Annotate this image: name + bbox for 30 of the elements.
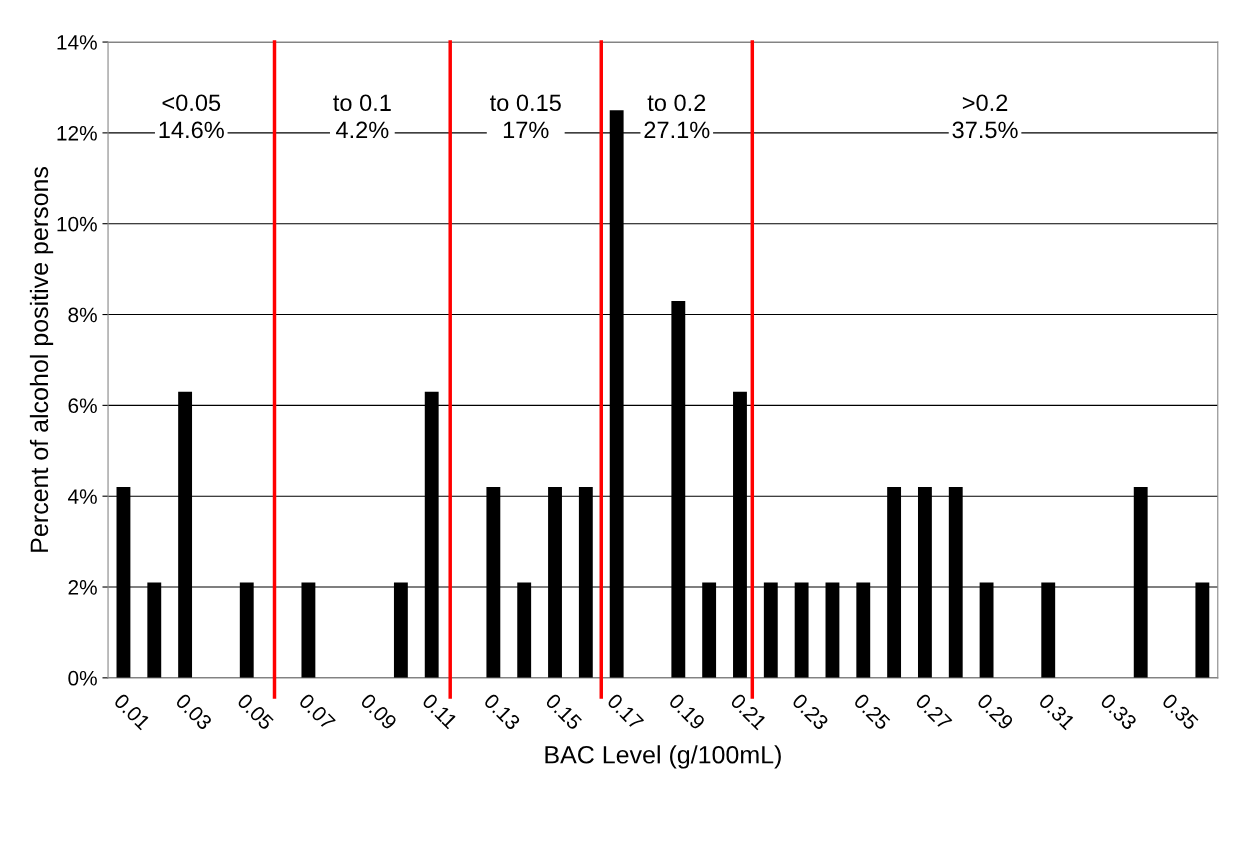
y-tick-label: 14% bbox=[57, 35, 97, 50]
x-tick-label: 0.29 bbox=[976, 692, 1015, 731]
x-tick-label: 0.19 bbox=[668, 692, 706, 731]
x-tick-label: 0.07 bbox=[298, 692, 336, 731]
x-tick-label: 0.05 bbox=[236, 692, 275, 731]
x-tick-label: 0.23 bbox=[791, 692, 830, 731]
y-tick-label: 4% bbox=[67, 489, 97, 504]
x-tick-label: 0.11 bbox=[421, 692, 459, 730]
x-tick-label: 0.33 bbox=[1099, 692, 1138, 731]
x-tick-label: 0.35 bbox=[1161, 692, 1200, 731]
annotation: >0.2 37.5% bbox=[952, 94, 1018, 139]
x-tick-label: 0.27 bbox=[914, 692, 953, 731]
y-tick-label: 8% bbox=[68, 307, 97, 323]
y-tick-label: 0% bbox=[68, 670, 97, 686]
x-axis-title: BAC Level (g/100mL) bbox=[545, 745, 781, 769]
x-tick-label: 0.13 bbox=[483, 692, 521, 731]
annotation: to 0.15 17% bbox=[489, 94, 561, 139]
x-tick-label: 0.17 bbox=[606, 692, 645, 731]
y-tick-label: 2% bbox=[68, 580, 97, 595]
annotation: to 0.1 4.2% bbox=[333, 94, 391, 139]
y-tick-label: 10% bbox=[57, 216, 97, 232]
annotation: to 0.2 27.1% bbox=[644, 94, 710, 139]
y-tick-label: 12% bbox=[57, 125, 97, 141]
x-tick-label: 0.09 bbox=[359, 692, 398, 731]
y-axis-title: Percent of alcohol positive persons bbox=[29, 166, 54, 552]
x-tick-label: 0.03 bbox=[174, 692, 213, 731]
x-tick-label: 0.25 bbox=[853, 692, 891, 731]
annotation: <0.05 14.6% bbox=[159, 94, 224, 139]
x-tick-label: 0.15 bbox=[544, 692, 583, 731]
y-tick-label: 6% bbox=[68, 398, 97, 414]
